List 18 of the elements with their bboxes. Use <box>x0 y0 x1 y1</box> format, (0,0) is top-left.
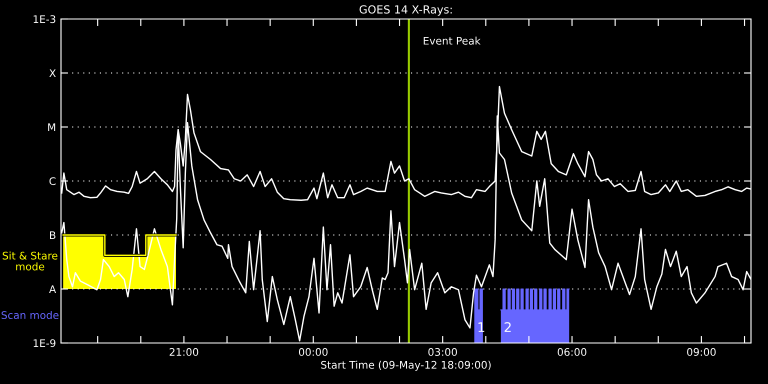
y-tick-label: C <box>49 177 56 186</box>
y-tick-label: 1E-9 <box>34 339 56 348</box>
x-axis-title: Start Time (09-May-12 18:09:00) <box>321 360 491 371</box>
annotation: 2 <box>504 322 511 332</box>
y-tick-label: B <box>50 231 56 239</box>
x-tick-label: 06:00 <box>558 348 586 356</box>
y-tick-label: X <box>49 69 56 77</box>
ref-line-label: Event Peak <box>424 36 481 45</box>
x-tick-label: 09:00 <box>687 348 716 356</box>
y-tick-label: 1E-3 <box>34 15 56 24</box>
y-tick-label: M <box>48 123 56 131</box>
chart-title: GOES 14 X-Rays: <box>360 5 452 16</box>
x-tick-label: 00:00 <box>298 348 328 356</box>
y-tick-label: A <box>49 285 56 293</box>
x-tick-label: 03:00 <box>428 348 457 356</box>
series-label: Sit & Stare mode <box>2 252 58 270</box>
text: Scan mode <box>2 310 59 320</box>
x-tick-label: 21:00 <box>170 348 198 356</box>
